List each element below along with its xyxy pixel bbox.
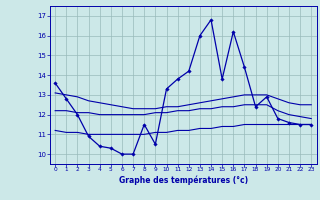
X-axis label: Graphe des températures (°c): Graphe des températures (°c) [119, 175, 248, 185]
